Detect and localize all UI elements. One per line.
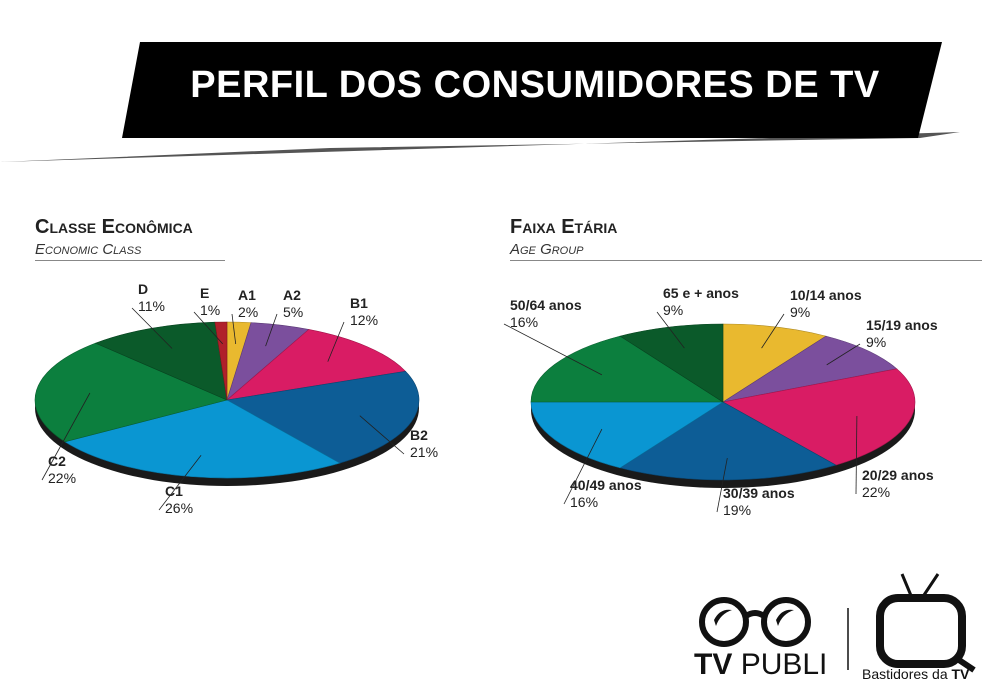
econ-slice-c2 [34, 342, 228, 443]
age-label-20-29-anos: 20/29 anos 22% [862, 467, 934, 500]
econ-label-a2: A2 5% [283, 287, 303, 320]
econ-label-c2: C2 22% [48, 453, 76, 486]
econ-slice-b1 [226, 329, 407, 401]
econ-label-e: E 1% [200, 285, 220, 318]
age-leader-15-19-anos [826, 343, 861, 366]
age-label-40-49-anos: 40/49 anos 16% [570, 477, 642, 510]
age-leader-30-39-anos [716, 458, 728, 513]
econ-leader-d [131, 307, 173, 349]
age-group-title: Faixa Etária [510, 216, 618, 238]
tv-publi-bold: TV [694, 648, 733, 681]
age-leader-65-e-anos [656, 311, 685, 349]
banner-shape [122, 42, 942, 138]
age-slice-30-39-anos [619, 401, 837, 481]
econ-label-a1: A1 2% [238, 287, 258, 320]
age-slice-50-64-anos [530, 335, 725, 403]
glasses-icon [699, 597, 811, 647]
age-slice-20-29-anos [722, 368, 916, 466]
econ-slice-d [94, 321, 228, 401]
page-title: PERFIL DOS CONSUMIDORES DE TV [190, 64, 880, 106]
economic-class-title: Classe Econômica [35, 216, 193, 238]
econ-slice-e [214, 321, 228, 401]
economic-class-heading: Classe Econômica Economic Class [35, 216, 225, 261]
bastidores-text: Bastidores da [862, 666, 948, 682]
age-slice-10-14-anos [722, 323, 827, 403]
econ-leader-a2 [265, 313, 278, 347]
econ-label-d: D 11% [138, 281, 165, 314]
econ-label-b2: B2 21% [410, 427, 438, 460]
econ-leader-b1 [327, 321, 345, 362]
age-leader-40-49-anos [563, 428, 603, 505]
age-group-heading: Faixa Etária Age Group [510, 216, 982, 261]
econ-leader-e [193, 311, 223, 345]
bastidores-logo: Bastidores da TV [862, 666, 969, 682]
age-leader-20-29-anos [855, 415, 858, 495]
age-label-30-39-anos: 30/39 anos 19% [723, 485, 795, 518]
age-label-10-14-anos: 10/14 anos 9% [790, 287, 862, 320]
age-slice-15-19-anos [722, 335, 898, 403]
econ-leader-a1 [231, 313, 237, 345]
logo-graphics [699, 573, 976, 673]
age-group-subtitle: Age Group [510, 241, 584, 258]
footer-logos: TV PUBLI Bastidores da TV [690, 570, 990, 695]
age-slice-40-49-anos [530, 401, 725, 469]
econ-leader-c2 [41, 392, 91, 481]
age-label-50-64-anos: 50/64 anos 16% [510, 297, 582, 330]
age-label-65-e-anos: 65 e + anos 9% [663, 285, 739, 318]
economic-class-subtitle: Economic Class [35, 241, 142, 258]
econ-label-b1: B1 12% [350, 295, 378, 328]
econ-slice-b2 [226, 370, 420, 464]
econ-label-c1: C1 26% [165, 483, 193, 516]
bastidores-bold: TV [951, 666, 970, 682]
title-banner [0, 42, 960, 162]
econ-slice-c1 [64, 399, 341, 479]
tv-publi-logo: TV PUBLI [694, 648, 827, 682]
age-label-15-19-anos: 15/19 anos 9% [866, 317, 938, 350]
econ-leader-c1 [158, 454, 202, 511]
banner-shadow [0, 132, 960, 162]
tv-icon [876, 573, 976, 673]
econ-leader-b2 [359, 415, 405, 455]
age-leader-50-64-anos [503, 323, 603, 376]
age-leader-10-14-anos [761, 313, 785, 349]
age-slice-65-e-anos [619, 323, 724, 403]
tv-publi-rest: PUBLI [740, 648, 828, 681]
